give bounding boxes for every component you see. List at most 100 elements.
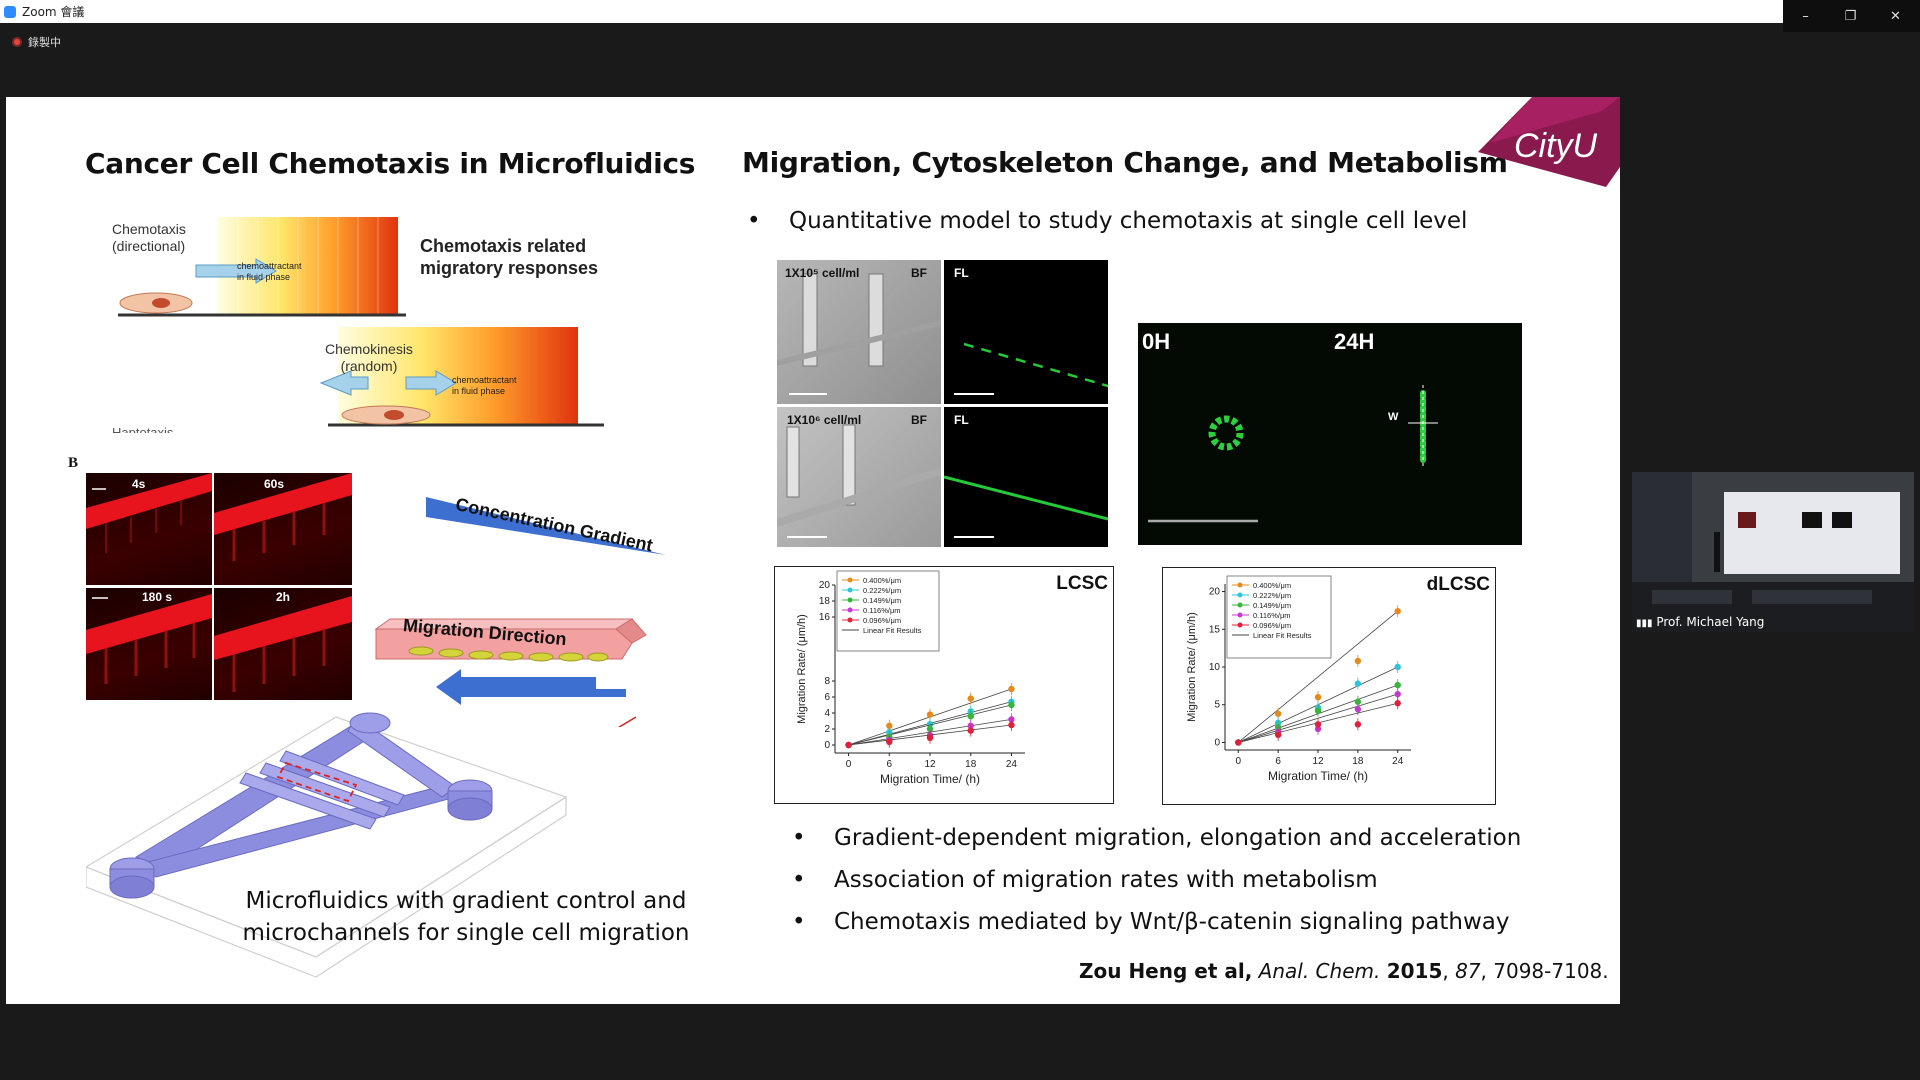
- data-point: [886, 738, 893, 745]
- bf-image-1: 1X10⁵ cell/ml BF: [777, 260, 941, 404]
- bf-image-2: 1X10⁶ cell/ml BF: [777, 407, 941, 547]
- zoom-titlebar: Zoom 會議: [0, 0, 1920, 23]
- data-point: [1008, 721, 1015, 729]
- data-point: [926, 711, 934, 718]
- data-point: [845, 741, 852, 749]
- citation: Zou Heng et al, Anal. Chem. 2015, 87, 70…: [1079, 959, 1609, 983]
- citation-pages: , 7098-7108.: [1480, 959, 1609, 983]
- data-point: [1354, 680, 1362, 687]
- y-axis-label: Migration Rate/ (μm/h): [1186, 612, 1198, 722]
- x-tick-label: 18: [1352, 756, 1364, 767]
- microfluidics-caption: Microfluidics with gradient control and …: [242, 888, 690, 946]
- y-tick-label: 18: [819, 596, 831, 607]
- fl-label-2: FL: [954, 413, 969, 427]
- bullet-metabolism-text: Association of migration rates with meta…: [834, 867, 1378, 893]
- legend-marker: [847, 617, 853, 623]
- restore-button[interactable]: ❐: [1844, 8, 1857, 24]
- bullet-dot: •: [792, 825, 806, 851]
- data-point: [926, 734, 934, 741]
- data-point: [1314, 707, 1322, 714]
- bullet-metabolism: • Association of migration rates with met…: [792, 867, 1378, 893]
- x-axis-label: Migration Time/ (h): [880, 772, 980, 786]
- y-axis-label: Migration Rate/ (μm/h): [796, 614, 808, 724]
- timelapse-fluorescence-image: 0H 24H W: [1138, 323, 1522, 545]
- legend-label: 0.400%/μm: [1253, 581, 1291, 590]
- close-button[interactable]: ✕: [1890, 8, 1901, 24]
- data-point: [1354, 706, 1362, 713]
- citation-year: 2015: [1386, 959, 1443, 983]
- citation-journal: Anal. Chem.: [1258, 959, 1381, 983]
- linear-fit-line: [1238, 693, 1398, 743]
- legend-marker: [847, 587, 853, 593]
- gradient-diagram: [374, 497, 666, 727]
- chemokinesis-label: Chemokinesis (random): [325, 341, 413, 374]
- logo-text: CityU: [1514, 127, 1598, 165]
- x-tick-label: 6: [887, 759, 893, 770]
- data-point: [1314, 721, 1322, 728]
- legend-marker: [847, 597, 853, 603]
- bullet-dot: •: [792, 909, 806, 935]
- chart-title: dLCSC: [1427, 574, 1491, 595]
- chemoattractant-label-1: chemoattractant in fluid phase: [237, 261, 302, 282]
- fl-image-1: FL: [944, 260, 1108, 404]
- citation-volume: 87: [1455, 959, 1481, 983]
- bf-label-2: BF: [911, 413, 927, 427]
- x-tick-label: 12: [924, 759, 936, 770]
- bullet-wnt-text: Chemotaxis mediated by Wnt/β-catenin sig…: [834, 909, 1510, 935]
- linear-fit-line: [1238, 610, 1398, 743]
- legend-marker: [1237, 592, 1243, 598]
- data-point: [926, 725, 934, 733]
- time-label-180s: 180 s: [142, 590, 173, 604]
- label-24h: 24H: [1334, 329, 1375, 354]
- speaker-video-thumbnail[interactable]: ▮▮▮ Prof. Michael Yang: [1632, 472, 1914, 632]
- bf-row1-density: 1X10⁵ cell/ml: [785, 266, 860, 280]
- speaker-name-text: Prof. Michael Yang: [1656, 615, 1765, 629]
- time-label-4s: 4s: [132, 477, 146, 491]
- legend-marker: [1237, 602, 1243, 608]
- data-point: [1354, 721, 1362, 728]
- data-point: [1008, 701, 1015, 709]
- data-point: [1394, 663, 1401, 671]
- dlcsc-chart: 0 6 12 18 24 0 5 10 15 20 Migration Time/ (h) Migra…: [1162, 567, 1496, 805]
- chart-title: LCSC: [1056, 573, 1108, 594]
- time-label-60s: 60s: [264, 477, 285, 491]
- legend-marker: [1237, 582, 1243, 588]
- legend-label: 0.116%/μm: [863, 606, 901, 615]
- data-point: [1274, 731, 1282, 739]
- y-tick-label: 16: [819, 612, 831, 623]
- bf-row2-density: 1X10⁶ cell/ml: [787, 413, 862, 427]
- signal-icon: ▮▮▮: [1636, 618, 1653, 629]
- record-icon: [12, 37, 22, 47]
- data-point: [1394, 607, 1401, 615]
- data-point: [967, 727, 974, 734]
- red-image-2h: 2h: [214, 588, 352, 700]
- data-point: [1354, 657, 1362, 665]
- panel-b-label: B: [68, 455, 79, 471]
- speaker-video-frame: [1632, 472, 1914, 632]
- legend-label: 0.222%/μm: [863, 586, 901, 595]
- microfluidic-chip-diagram: [86, 712, 568, 978]
- minimize-button[interactable]: –: [1802, 8, 1809, 24]
- legend-box: [836, 570, 940, 652]
- y-tick-label: 15: [1209, 624, 1221, 635]
- y-tick-label: 10: [1209, 662, 1221, 673]
- data-point: [886, 722, 893, 729]
- label-w: W: [1388, 411, 1399, 423]
- data-point: [1394, 690, 1401, 698]
- bullet-gradient: • Gradient-dependent migration, elongatio…: [792, 825, 1521, 851]
- recording-indicator[interactable]: 錄製中: [12, 34, 61, 50]
- y-tick-label: 5: [1214, 700, 1220, 711]
- bf-label-1: BF: [911, 266, 927, 280]
- legend-label: 0.149%/μm: [1253, 601, 1291, 610]
- time-label-2h: 2h: [276, 590, 291, 604]
- legend-marker: [1237, 622, 1243, 628]
- legend-label: 0.096%/μm: [1253, 621, 1291, 630]
- x-tick-label: 24: [1006, 759, 1018, 770]
- window-title: Zoom 會議: [22, 5, 85, 19]
- x-tick-label: 0: [1236, 756, 1242, 767]
- legend-marker: [847, 577, 853, 583]
- legend-label: Linear Fit Results: [863, 626, 922, 635]
- red-image-60s: 60s: [214, 473, 352, 585]
- responses-label: Chemotaxis related migratory responses: [420, 236, 599, 278]
